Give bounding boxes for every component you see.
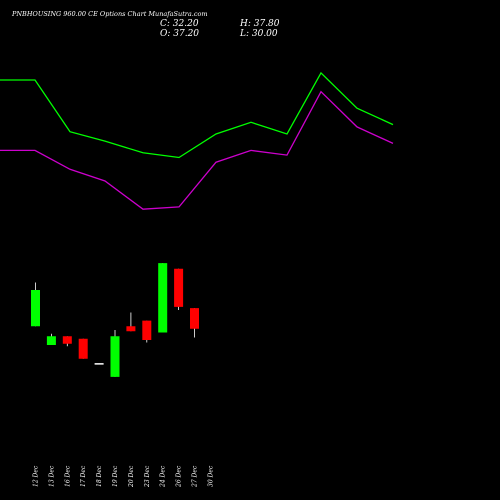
candle-6 <box>110 330 120 377</box>
open-value: O: 37.20 <box>160 29 199 39</box>
candle-body <box>142 320 152 340</box>
candle-body <box>190 308 199 329</box>
x-tick-label: 19 Dec <box>112 465 119 487</box>
candle-1 <box>31 282 40 327</box>
candle-body <box>78 338 88 359</box>
x-tick-label: 24 Dec <box>160 465 167 488</box>
candle-5 <box>94 363 104 365</box>
x-tick-label: 27 Dec <box>192 465 199 488</box>
candle-2 <box>46 333 56 345</box>
x-tick-label: 26 Dec <box>176 465 183 488</box>
x-tick-label: 13 Dec <box>48 465 55 487</box>
candle-body <box>174 268 184 307</box>
candle-9 <box>158 263 168 333</box>
low-value: L: 30.00 <box>239 29 278 39</box>
x-tick-label: 30 Dec <box>207 465 214 487</box>
candle-body <box>158 263 168 333</box>
x-tick-label: 12 Dec <box>33 465 40 487</box>
candle-body <box>31 290 40 327</box>
candle-body <box>126 326 136 332</box>
candle-10 <box>174 268 184 310</box>
x-axis-labels: 12 Dec 13 Dec 16 Dec 17 Dec 18 Dec 19 Dec 20 D… <box>33 465 215 488</box>
candle-body <box>46 336 56 345</box>
indicator-line-2 <box>0 90 394 210</box>
candle-body <box>94 363 104 365</box>
candle-3 <box>62 336 72 347</box>
candle-body <box>110 336 120 377</box>
candle-8 <box>142 320 152 343</box>
indicator-lines <box>0 71 394 210</box>
x-tick-label: 23 Dec <box>144 465 151 488</box>
x-tick-label: 18 Dec <box>96 465 103 487</box>
x-tick-label: 16 Dec <box>64 465 71 487</box>
high-value: H: 37.80 <box>239 19 280 29</box>
chart-title: PNBHOUSING 960.00 CE Options Chart Munaf… <box>11 10 208 18</box>
indicator-line-1 <box>0 71 394 159</box>
x-tick-label: 20 Dec <box>128 465 135 488</box>
x-tick-label: 17 Dec <box>80 465 87 487</box>
candle-body <box>62 336 72 344</box>
candlesticks <box>31 263 199 377</box>
candle-11 <box>190 308 199 338</box>
close-value: C: 32.20 <box>160 19 199 29</box>
candle-4 <box>78 338 88 359</box>
candle-7 <box>126 312 136 332</box>
